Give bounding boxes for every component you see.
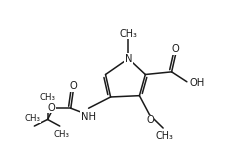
Text: CH₃: CH₃ — [25, 114, 41, 123]
Text: O: O — [69, 81, 77, 91]
Text: CH₃: CH₃ — [120, 29, 137, 39]
Text: OH: OH — [190, 78, 205, 88]
Text: CH₃: CH₃ — [53, 130, 69, 139]
Text: O: O — [172, 44, 180, 54]
Text: CH₃: CH₃ — [156, 131, 174, 141]
Text: O: O — [146, 115, 154, 125]
Text: O: O — [48, 103, 55, 112]
Text: N: N — [125, 54, 132, 64]
Text: NH: NH — [81, 112, 96, 122]
Text: CH₃: CH₃ — [40, 93, 55, 102]
